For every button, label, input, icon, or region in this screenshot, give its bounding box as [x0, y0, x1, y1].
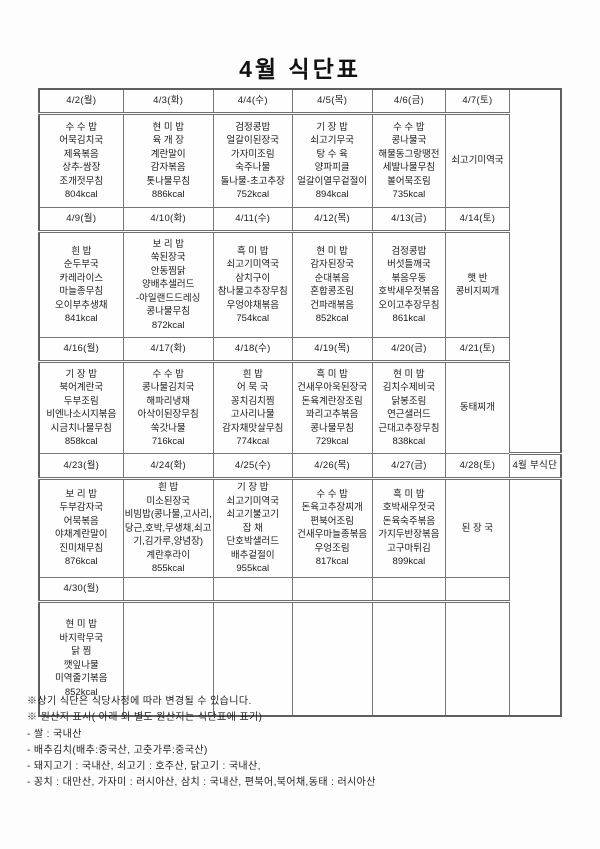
menu-cell: 수 수 밥 콩나물국 해물동그랑땡전 세발나물무침 볼어묵조림 735kcal [371, 113, 447, 208]
day-header-cell: 4/16(월) [38, 337, 124, 363]
footer-note: - 꽁치 : 대만산, 가자미 : 러시아산, 삼치 : 국내산, 편북어,북어… [27, 777, 376, 789]
footer-note: - 돼지고기 : 국내산, 쇠고기 : 호주산, 닭고기 : 국내산, [27, 761, 261, 773]
menu-cell: 수 수 밥 돈육고추장찌개 편북어조림 건새우마늘종볶음 우엉조림 817kca… [291, 478, 373, 578]
week2-menu-row: 흰 밥 순두부국 카레라이스 마늘종무침 오이부추생채 841kcal 보 리 … [38, 231, 561, 338]
day-header-cell: 4/9(월) [38, 207, 124, 233]
day-header-cell [122, 576, 214, 603]
day-header-cell: 4/30(월) [38, 576, 124, 603]
day-header-cell: 4/12(목) [291, 207, 373, 233]
week4-menu-row: 보 리 밥 두부감자국 어묵볶음 야채계란말이 진미채무침 876kcal 흰 … [38, 478, 562, 716]
menu-cell: 현 미 밥 감자된장국 순대볶음 혼합콩조림 건파래볶음 852kcal [291, 231, 373, 338]
april-menu-table: 4/2(월) 4/3(화) 4/4(수) 4/5(목) 4/6(금) 4/7(토… [38, 88, 562, 717]
day-header-cell: 4/27(금) [371, 453, 447, 480]
week3-header-row: 4/16(월) 4/17(화) 4/18(수) 4/19(목) 4/20(금) … [38, 337, 561, 363]
day-header-cell: 4/5(목) [291, 88, 373, 115]
footer-note: ※ 원산지 표시( 아래 외 별도 원산지는 식단표에 표기) [27, 712, 263, 724]
day-header-cell: 4/19(목) [291, 337, 373, 363]
day-header-cell [291, 576, 373, 603]
day-header-cell: 4/6(금) [371, 88, 447, 115]
footer-note: - 쌀 : 국내산 [27, 728, 82, 740]
menu-cell: 흰 밥 미소된장국 비빔밥(콩나물,고사리,당근,호박,무생채,쇠고기,김가루,… [122, 478, 214, 578]
day-header-cell [212, 576, 293, 603]
menu-cell: 검정콩밥 얼갈이된장국 가자미조림 숙주나물 돌나물-초고추장 752kcal [212, 113, 293, 208]
footer-note: - 배추김치(배추:중국산, 고춧가루:중국산) [27, 744, 208, 756]
saturday-menu-cell: 쇠고기미역국 [445, 113, 510, 208]
week5-header-row: 4/30(월) [38, 576, 561, 603]
day-header-cell: 4/13(금) [371, 207, 447, 233]
day-header-cell: 4/18(수) [212, 337, 293, 363]
menu-cell [371, 600, 447, 716]
day-header-cell: 4/11(수) [212, 207, 293, 233]
side-column-bottom [508, 478, 562, 716]
day-header-cell: 4/24(화) [122, 453, 214, 480]
day-header-cell: 4/17(화) [122, 337, 214, 363]
menu-cell: 보 리 밥 두부감자국 어묵볶음 야채계란말이 진미채무침 876kcal [38, 478, 124, 578]
saturday-menu-cell [445, 600, 510, 716]
menu-cell: 기 장 밥 북어계란국 두부조림 비엔나소시지볶음 시금치나물무침 858kca… [38, 361, 124, 454]
menu-cell: 보 리 밥 쑥된장국 안동찜닭 양배추샐러드 -아일랜드드레싱 콩나물무침 87… [122, 231, 214, 338]
week2-header-row: 4/9(월) 4/10(화) 4/11(수) 4/12(목) 4/13(금) 4… [38, 207, 561, 233]
menu-cell: 흑 미 밥 건새우아욱된장국 돈육계란장조림 꽈리고추볶음 콩나물무침 729k… [291, 361, 373, 454]
menu-cell: 기 장 밥 쇠고기미역국 쇠고기불고기 잡 채 단호박샐러드 배추겉절이 955… [212, 478, 293, 578]
day-header-cell: 4/26(목) [291, 453, 373, 480]
menu-cell: 기 장 밥 쇠고기무국 탕 수 육 양파피클 얼갈이열무겉절이 894kcal [291, 113, 373, 208]
menu-cell [291, 600, 373, 716]
week4-header-row: 4/23(월) 4/24(화) 4/25(수) 4/26(목) 4/27(금) … [38, 453, 562, 480]
menu-cell [122, 600, 214, 716]
origin-notes: ※상기 식단은 식당사정에 따라 변경될 수 있습니다. ※ 원산지 표시( 아… [27, 694, 587, 792]
page-title: 4월 식단표 [239, 56, 361, 82]
day-header-cell: 4/14(토) [445, 207, 510, 233]
day-header-cell: 4/3(화) [122, 88, 214, 115]
day-header-cell: 4/7(토) [445, 88, 510, 115]
day-header-cell: 4/25(수) [212, 453, 293, 480]
week3-menu-row: 기 장 밥 북어계란국 두부조림 비엔나소시지볶음 시금치나물무침 858kca… [38, 361, 561, 454]
menu-cell: 수 수 밥 어묵김치국 제육볶음 상추-쌈장 조개젓무침 804kcal [38, 113, 124, 208]
menu-cell: 흑 미 밥 쇠고기미역국 삼치구이 참나물고추장무침 우엉야채볶음 754kca… [212, 231, 293, 338]
day-header-cell: 4/28(토) [445, 453, 510, 480]
menu-cell: 검정콩밥 버섯들깨국 볶음우동 호박새우젓볶음 오이고추장무침 861kcal [371, 231, 447, 338]
day-header-cell: 4/4(수) [212, 88, 293, 115]
menu-cell: 흰 밥 어 묵 국 꽁치김치찜 고사리나물 감자채맛살무침 774kcal [212, 361, 293, 454]
menu-cell: 수 수 밥 콩나물김치국 해파리냉채 아삭이된장무침 쑥갓나물 716kcal [122, 361, 214, 454]
side-column-top [508, 88, 562, 455]
saturday-menu-cell: 햇 반 콩비지찌개 [445, 231, 510, 338]
menu-cell: 흑 미 밥 호박새우젓국 돈육숙주볶음 가지두반장볶음 고구마튀김 899kca… [371, 478, 447, 578]
day-header-cell: 4/23(월) [38, 453, 124, 480]
week1-header-row: 4/2(월) 4/3(화) 4/4(수) 4/5(목) 4/6(금) 4/7(토… [38, 88, 562, 455]
week5-menu-row: 현 미 밥 바지락무국 닭 찜 깻잎나물 미역줄기볶음 852kcal [38, 600, 561, 716]
saturday-menu-cell: 동태찌개 [445, 361, 510, 454]
day-header-cell: 4/21(토) [445, 337, 510, 363]
side-label-cell: 4월 부식단 [508, 453, 562, 480]
menu-cell: 현 미 밥 육 개 장 계란말이 감자볶음 톳나물무침 886kcal [122, 113, 214, 208]
day-header-cell: 4/2(월) [38, 88, 124, 115]
footer-note: ※상기 식단은 식당사정에 따라 변경될 수 있습니다. [27, 696, 252, 707]
menu-cell: 현 미 밥 김치수제비국 닭봉조림 연근샐러드 근대고추장무침 838kcal [371, 361, 447, 454]
week1-menu-row: 수 수 밥 어묵김치국 제육볶음 상추-쌈장 조개젓무침 804kcal 현 미… [38, 113, 561, 208]
saturday-menu-cell: 된 장 국 [445, 478, 510, 578]
day-header-cell: 4/10(화) [122, 207, 214, 233]
day-header-cell [445, 576, 510, 603]
menu-cell: 현 미 밥 바지락무국 닭 찜 깻잎나물 미역줄기볶음 852kcal [38, 600, 124, 716]
day-header-cell [371, 576, 447, 603]
day-header-cell: 4/20(금) [371, 337, 447, 363]
menu-cell: 흰 밥 순두부국 카레라이스 마늘종무침 오이부추생채 841kcal [38, 231, 124, 338]
menu-cell [212, 600, 293, 716]
